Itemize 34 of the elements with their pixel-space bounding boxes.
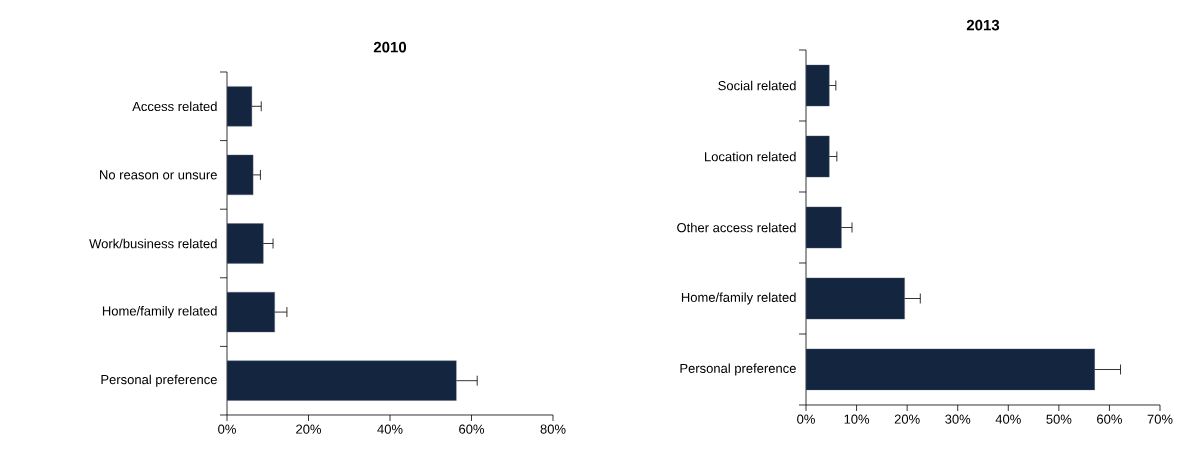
bar: [227, 292, 275, 333]
x-tick-label: 20%: [296, 424, 322, 434]
bar: [806, 64, 830, 107]
x-tick-label: 70%: [1147, 414, 1173, 424]
x-tick-label: 10%: [844, 414, 870, 424]
y-tick-label: Location related: [705, 151, 796, 162]
x-tick-label: 40%: [995, 414, 1021, 424]
y-tick-label: Work/business related: [89, 238, 217, 249]
x-tick-label: 80%: [540, 424, 566, 434]
bar: [806, 135, 830, 178]
y-tick-label: Personal preference: [680, 363, 796, 376]
bar: [227, 360, 457, 401]
chart-title: 2010: [373, 41, 407, 53]
x-tick-label: 60%: [1097, 414, 1122, 424]
y-tick-label: Personal preference: [101, 374, 217, 387]
bar: [227, 86, 253, 127]
y-tick-label: Social related: [718, 80, 796, 91]
x-tick-label: 40%: [377, 424, 403, 434]
bar: [806, 348, 1095, 391]
x-tick-label: 60%: [459, 424, 485, 434]
bar: [806, 277, 905, 320]
x-tick-label: 20%: [894, 414, 920, 424]
y-tick-label: Other access related: [677, 222, 796, 233]
y-tick-label: Home/family related: [102, 306, 217, 319]
y-tick-label: Home/family related: [681, 292, 796, 305]
bar: [227, 223, 264, 264]
chart-title: 2013: [966, 19, 1000, 31]
x-tick-label: 30%: [945, 414, 971, 424]
bar: [806, 206, 842, 249]
x-tick-label: 0%: [218, 424, 236, 434]
y-tick-label: No reason or unsure: [100, 170, 217, 180]
x-tick-label: 50%: [1046, 414, 1072, 424]
y-tick-label: Access related: [132, 101, 217, 112]
x-tick-label: 0%: [797, 414, 815, 424]
